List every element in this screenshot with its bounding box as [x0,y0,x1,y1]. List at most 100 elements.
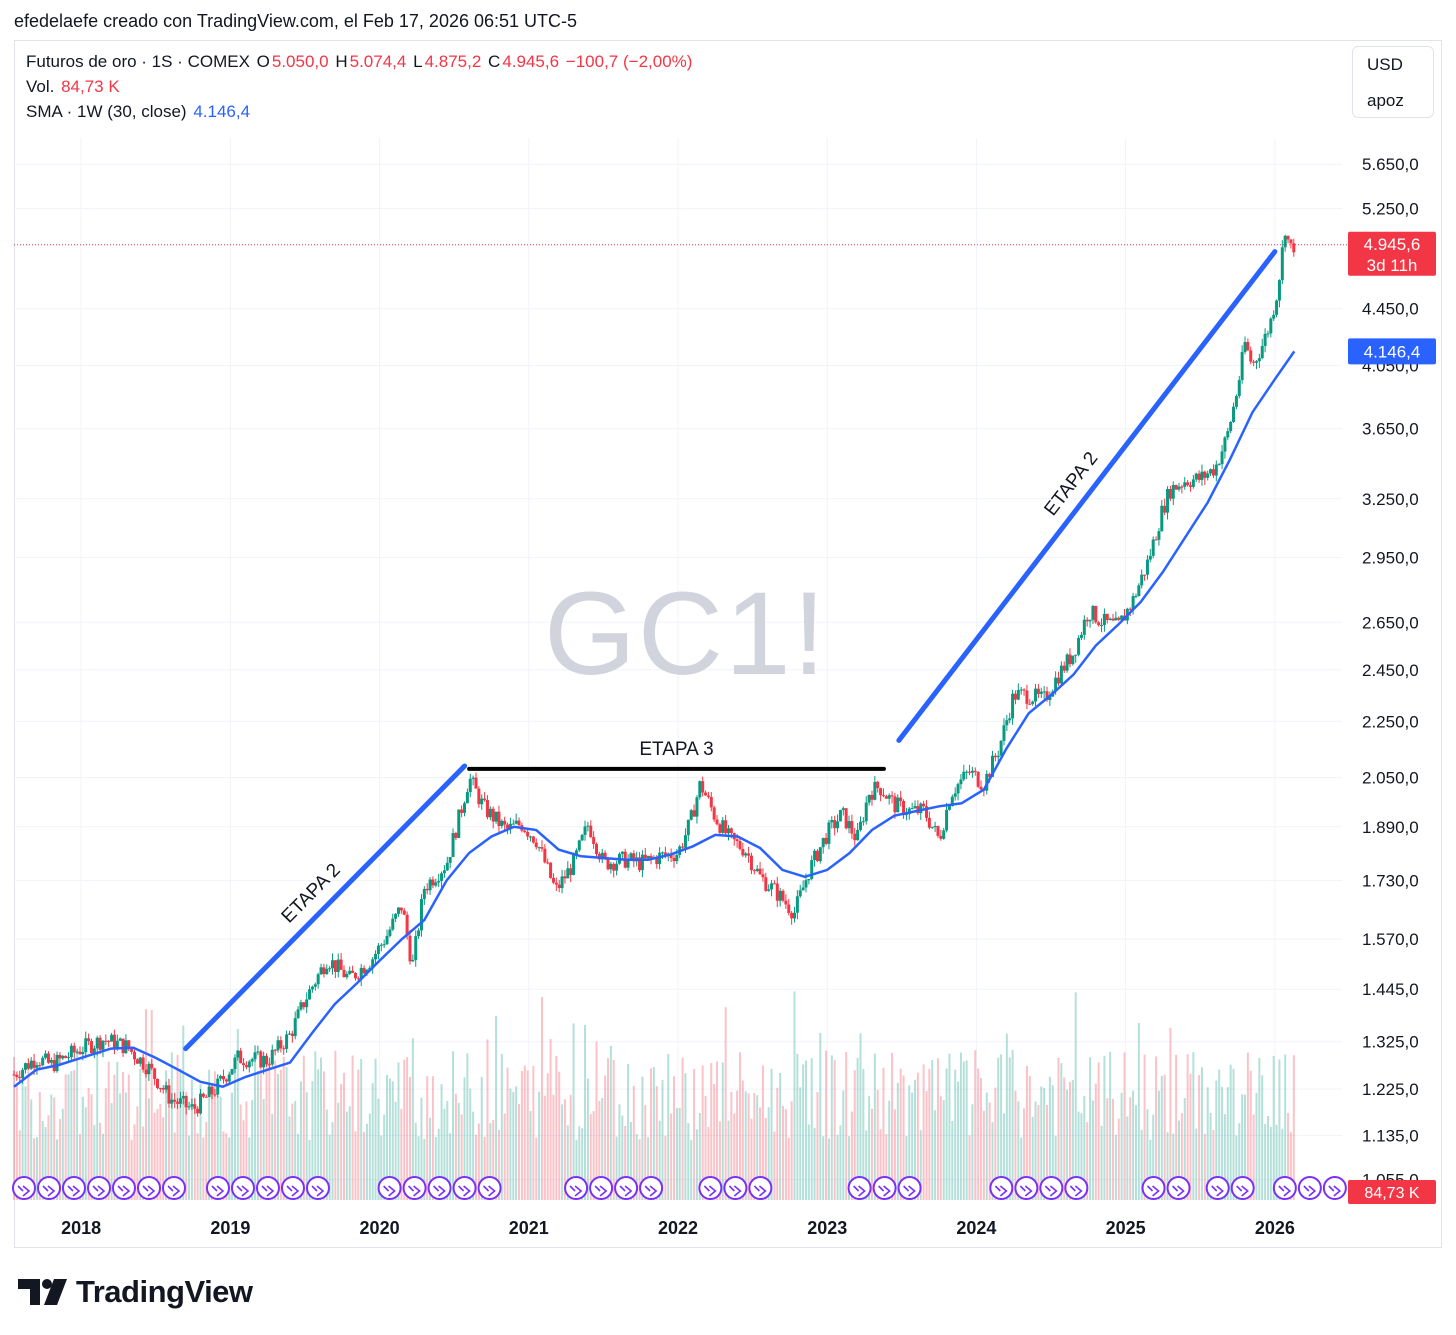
candle-body [230,1069,234,1075]
event-marker-icon [1014,1176,1039,1200]
candle-body [523,830,527,833]
candle-body [313,984,317,987]
event-marker-icon [255,1176,280,1200]
scale-mode-label[interactable]: apoz [1367,91,1404,110]
candle-body [267,1064,271,1066]
last-price-countdown: 3d 11h [1367,256,1418,275]
candle-body [827,822,831,844]
candle-body [1157,531,1161,540]
candle-body [976,771,980,787]
candle-body [1252,361,1256,363]
event-arrow-icon [878,1185,891,1197]
y-tick-label: 1.135,0 [1362,1126,1419,1145]
candle-body [749,855,753,871]
y-tick-label: 2.650,0 [1362,613,1419,632]
candle-body [795,896,799,913]
candle-body [942,830,946,839]
candle-body [1203,471,1207,478]
candle-body [830,819,834,823]
y-tick-label: 1.570,0 [1362,930,1419,949]
candle-body [1028,703,1032,705]
candle-body [821,837,825,848]
candle-body [838,810,842,822]
event-arrow-icon [994,1185,1008,1197]
candle-body [89,1041,93,1054]
y-tick-label: 2.250,0 [1362,712,1419,731]
legend-ohlc[interactable]: Futuros de oro · 1S · COMEX O 5.050,0 H 5.… [26,52,694,72]
candle-body [259,1051,263,1068]
candle-body [1188,485,1192,487]
candle-body [689,810,693,820]
candle-body [899,797,903,802]
event-arrow-icon [236,1185,250,1197]
trend-stage-line [183,763,468,1052]
candle-body [1194,473,1198,480]
candle-body [1016,689,1020,700]
candle-body [695,797,699,817]
candle-body [299,1002,303,1010]
candle-body [988,773,992,777]
candle-body [1097,622,1101,626]
candle-body [543,848,547,863]
candle-body [927,817,931,828]
candle-body [506,824,510,829]
candle-body [704,792,708,796]
candle-body [511,823,515,825]
candle-body [537,847,541,849]
candle-body [658,852,662,865]
candle-body [646,855,650,859]
candle-body [853,833,857,841]
candle-body [1168,488,1172,499]
candle-body [810,860,814,880]
candle-body [1206,473,1210,478]
trend-stage-line [896,249,1278,743]
candle-body [483,798,487,801]
tradingview-logo[interactable]: TradingView [18,1272,253,1312]
event-arrow-icon [1278,1185,1292,1197]
candle-body [1019,689,1023,691]
candle-body [589,825,593,838]
candle-body [815,850,819,862]
legend-low: 4.875,2 [424,52,482,71]
candle-body [107,1040,111,1042]
candle-body [990,755,994,777]
candle-body [362,967,366,974]
candle-body [104,1040,108,1042]
legend-vol-value: 84,73 K [61,77,120,96]
candle-body [933,826,937,828]
candle-body [158,1088,162,1090]
sma-line [13,350,1296,1089]
currency-unit-box[interactable]: USD apoz [1352,46,1434,118]
event-arrow-icon [703,1185,717,1197]
candle-body [1011,693,1015,719]
candle-body [1143,574,1147,576]
candle-body [804,880,808,888]
candle-body [250,1059,254,1062]
candle-body [1034,688,1038,702]
candle-body [778,890,782,901]
y-tick-label: 1.730,0 [1362,871,1419,890]
candle-body [133,1051,137,1060]
candle-body [391,918,395,930]
candle-body [69,1045,73,1058]
candle-body [193,1104,197,1109]
legend-sma[interactable]: SMA · 1W (30, close) 4.146,4 [26,102,252,122]
currency-label[interactable]: USD [1367,55,1403,74]
candle-body [727,828,731,834]
candle-body [1257,358,1261,362]
candle-body [663,852,667,856]
candle-body [270,1049,274,1065]
candle-body [448,857,452,863]
x-tick-label: 2018 [61,1218,101,1238]
legend-volume[interactable]: Vol. 84,73 K [26,77,122,97]
candle-body [712,807,716,820]
candle-body [609,863,613,870]
candle-body [1183,482,1187,487]
candle-body [405,914,409,936]
candle-body [164,1085,168,1090]
candle-body [1013,693,1017,700]
candle-body [402,910,406,915]
candle-body [861,821,865,823]
candle-body [549,862,553,878]
